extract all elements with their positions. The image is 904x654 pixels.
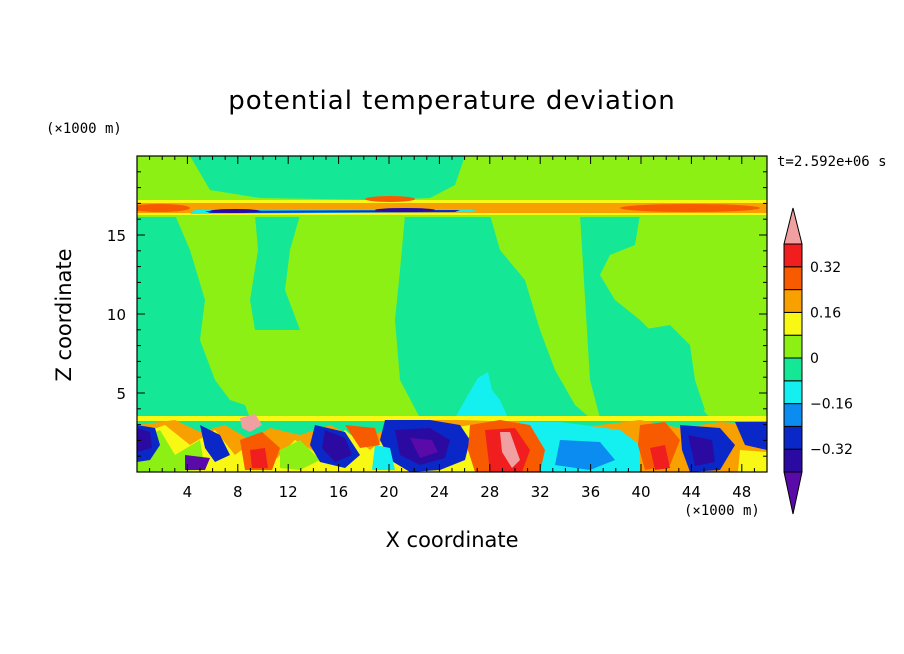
field-region (250, 215, 310, 360)
x-tick-label: 4 (183, 483, 193, 501)
x-tick-label: 40 (631, 483, 650, 501)
field-bl (345, 425, 380, 448)
x-tick-label: 36 (581, 483, 600, 501)
field-region (395, 215, 590, 418)
time-label: t=2.592e+06 s (777, 154, 887, 170)
field-bl (250, 448, 268, 468)
y-unit-label: (×1000 m) (46, 121, 122, 137)
field-region (172, 350, 200, 405)
field-bl (650, 445, 670, 470)
axis-ticks (137, 156, 767, 472)
x-axis-label: X coordinate (385, 528, 519, 552)
field-bl (410, 438, 438, 458)
field-region (190, 156, 465, 200)
y-tick-label: 15 (107, 227, 126, 245)
y-tick-label: 5 (116, 385, 126, 403)
colorbar-label: 0.16 (810, 305, 841, 321)
x-tick-label: 8 (233, 483, 243, 501)
field-band (137, 416, 767, 421)
x-unit-label: (×1000 m) (684, 503, 760, 519)
field-region (630, 325, 705, 418)
chart-title: potential temperature deviation (228, 86, 676, 116)
x-tick-label: 16 (329, 483, 348, 501)
field-bl (555, 440, 615, 470)
field-region (580, 215, 710, 418)
x-tick-label: 20 (379, 483, 398, 501)
field-bl (688, 435, 715, 466)
colorbar-swatch (783, 266, 803, 291)
colorbar-swatch (783, 357, 803, 382)
colorbar-label: −0.16 (810, 397, 853, 413)
field-band (137, 203, 767, 213)
field-bl (500, 432, 520, 468)
x-tick-label: 12 (279, 483, 298, 501)
colorbar-swatch (783, 334, 803, 359)
field-bl (638, 422, 680, 470)
colorbar-bottom-arrow (783, 471, 803, 515)
x-tick-label: 28 (480, 483, 499, 501)
colorbar-swatch (783, 380, 803, 405)
x-tick-label: 24 (430, 483, 449, 501)
colorbar-swatch (783, 243, 803, 268)
y-tick-label: 10 (107, 306, 126, 324)
field-blob (620, 204, 760, 212)
x-tick-label: 48 (732, 483, 751, 501)
field-region (455, 372, 508, 418)
contour-field (137, 156, 767, 472)
field-bl (240, 414, 262, 432)
colorbar-swatch (783, 289, 803, 313)
field-bl (738, 450, 767, 472)
colorbar-top-arrow (783, 207, 803, 245)
field-bl (280, 440, 320, 470)
field-blob (137, 204, 190, 212)
colorbar-swatch (783, 403, 803, 427)
colorbar-label: 0.32 (810, 260, 841, 276)
colorbar-swatch (783, 311, 803, 336)
colorbar-swatch (783, 448, 803, 473)
field-bl (322, 430, 352, 462)
field-region (137, 215, 250, 418)
field-bl (137, 428, 152, 452)
x-tick-label: 32 (531, 483, 550, 501)
field-bl (185, 455, 210, 470)
field-bl (200, 425, 230, 462)
field-bl (735, 422, 767, 450)
field-band (137, 215, 767, 217)
field-blob (365, 196, 415, 202)
x-tick-label: 44 (682, 483, 701, 501)
field-bl (372, 445, 395, 470)
field-blob (375, 208, 435, 212)
colorbar: 0.32 0.16 0 −0.16 −0.32 (783, 207, 853, 515)
colorbar-label: 0 (810, 351, 819, 367)
field-blob (210, 209, 260, 213)
colorbar-label: −0.32 (810, 442, 853, 458)
colorbar-swatch (783, 425, 803, 450)
